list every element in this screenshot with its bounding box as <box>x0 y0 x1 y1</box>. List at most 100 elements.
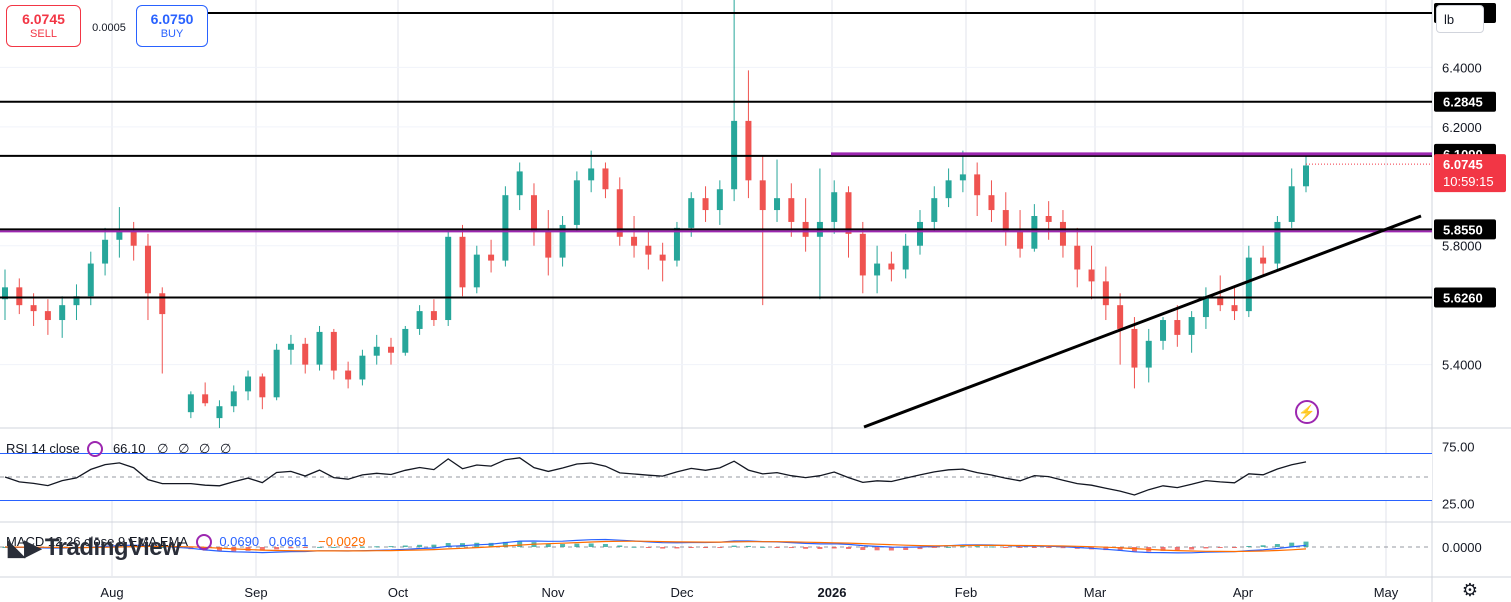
candle-body <box>1288 186 1295 222</box>
candle-body <box>831 192 838 222</box>
lightning-icon[interactable]: ⚡ <box>1295 400 1319 424</box>
candle-body <box>230 391 237 407</box>
macd-line <box>4 538 1307 554</box>
gear-icon[interactable]: ⚙ <box>1461 580 1479 600</box>
last-price-tag <box>1434 154 1506 193</box>
candle-body <box>1059 221 1066 246</box>
rsi-title: RSI 14 close <box>6 441 80 457</box>
candle-body <box>1017 230 1024 249</box>
candle-body <box>688 198 695 228</box>
macd-hist-bar <box>717 547 723 548</box>
macd-hist-bar <box>431 544 437 547</box>
candle-body <box>588 168 595 181</box>
rsi-extra-2: ∅ <box>178 440 190 456</box>
macd-legend[interactable]: MACD 12 26 close 9 EMA EMA 0.0690 0.0661… <box>6 533 365 550</box>
time-axis-label: Dec <box>670 585 694 600</box>
macd-hist-bar <box>302 547 308 548</box>
candle-body <box>373 346 380 356</box>
candle-body <box>1160 320 1167 341</box>
candle-body <box>330 331 337 371</box>
macd-hist-bar <box>631 546 637 548</box>
candle-series <box>2 0 1309 428</box>
candle-body <box>659 254 666 261</box>
macd-hist-bar <box>1189 547 1195 550</box>
candle-body <box>859 233 866 276</box>
rsi-level-label: 25.00 <box>1442 497 1475 512</box>
macd-hist-bar <box>703 547 709 548</box>
unit-selector[interactable]: lb <box>1436 5 1484 33</box>
macd-hist-bar <box>645 547 651 548</box>
indicator-settings-icon[interactable] <box>87 440 104 457</box>
macd-hist-bar <box>488 542 494 547</box>
candle-body <box>144 245 151 294</box>
candle-body <box>1117 305 1124 329</box>
time-axis-label: Aug <box>100 585 123 600</box>
candle-body <box>1002 210 1009 231</box>
price-tick-label: 5.4000 <box>1442 358 1482 373</box>
candle-body <box>959 174 966 181</box>
candle-body <box>130 230 137 246</box>
candle-body <box>759 180 766 211</box>
rsi-line <box>4 457 1307 496</box>
macd-hist-bar <box>374 546 380 548</box>
candle-body <box>916 221 923 246</box>
time-axis-label: May <box>1374 585 1399 600</box>
price-tag-label: 6.2845 <box>1443 95 1483 110</box>
macd-hist-bar <box>1117 547 1123 551</box>
rsi-level-label: 75.00 <box>1442 440 1475 455</box>
candle-body <box>1074 245 1081 270</box>
time-axis-label: Sep <box>244 585 267 600</box>
macd-hist-bar <box>960 546 966 548</box>
macd-hist-bar <box>359 546 365 548</box>
time-axis-label: Nov <box>541 585 565 600</box>
macd-title: MACD 12 26 close 9 EMA EMA <box>6 534 189 550</box>
macd-hist-bar <box>560 544 566 547</box>
time-axis-label: 2026 <box>818 585 847 600</box>
macd-hist-bar <box>1060 547 1066 549</box>
rsi-extra-3: ∅ <box>199 440 211 456</box>
macd-hist-bar <box>288 547 294 549</box>
macd-hist-bar <box>745 545 751 547</box>
macd-hist-bar <box>788 547 794 549</box>
buy-button[interactable]: 6.0750 BUY <box>136 5 208 47</box>
candle-body <box>73 296 80 306</box>
macd-hist-bar <box>259 547 265 551</box>
macd-hist-bar <box>831 547 837 549</box>
candle-body <box>530 195 537 231</box>
candle-body <box>988 195 995 211</box>
macd-hist-bar <box>417 544 423 547</box>
candle-body <box>616 189 623 237</box>
macd-hist-bar <box>545 543 551 547</box>
macd-hist-bar <box>917 547 923 550</box>
macd-hist-bar <box>874 547 880 551</box>
buy-price: 6.0750 <box>150 11 194 27</box>
candle-body <box>1174 320 1181 335</box>
candle-body <box>159 293 166 315</box>
candle-body <box>359 355 366 380</box>
macd-hist-bar <box>674 547 680 549</box>
candle-body <box>87 263 94 297</box>
macd-value: 0.0690 <box>219 534 260 550</box>
candle-body <box>259 376 266 398</box>
rsi-legend[interactable]: RSI 14 close 66.10 ∅ ∅ ∅ ∅ <box>6 440 231 457</box>
macd-hist-bar <box>131 544 137 547</box>
macd-hist-bar <box>1017 547 1023 548</box>
macd-hist-bar <box>1274 544 1280 547</box>
price-tag-label: 5.6260 <box>1443 290 1483 305</box>
macd-hist-bar <box>574 543 580 547</box>
candle-body <box>473 254 480 288</box>
indicator-settings-icon[interactable] <box>195 533 212 550</box>
time-axis: Aug Sep Oct Nov Dec 2026 Feb Mar Apr May <box>100 585 1398 600</box>
rsi-pane: 75.00 25.00 <box>0 440 1475 512</box>
macd-hist-bar <box>331 546 337 548</box>
sell-button[interactable]: 6.0745 SELL <box>6 5 81 47</box>
macd-hist-bar <box>274 547 280 550</box>
candle-body <box>745 120 752 181</box>
candle-body <box>716 189 723 211</box>
macd-hist-bar <box>1160 547 1166 551</box>
candle-body <box>974 174 981 196</box>
buy-label: BUY <box>160 28 184 40</box>
price-tag <box>1434 287 1496 308</box>
